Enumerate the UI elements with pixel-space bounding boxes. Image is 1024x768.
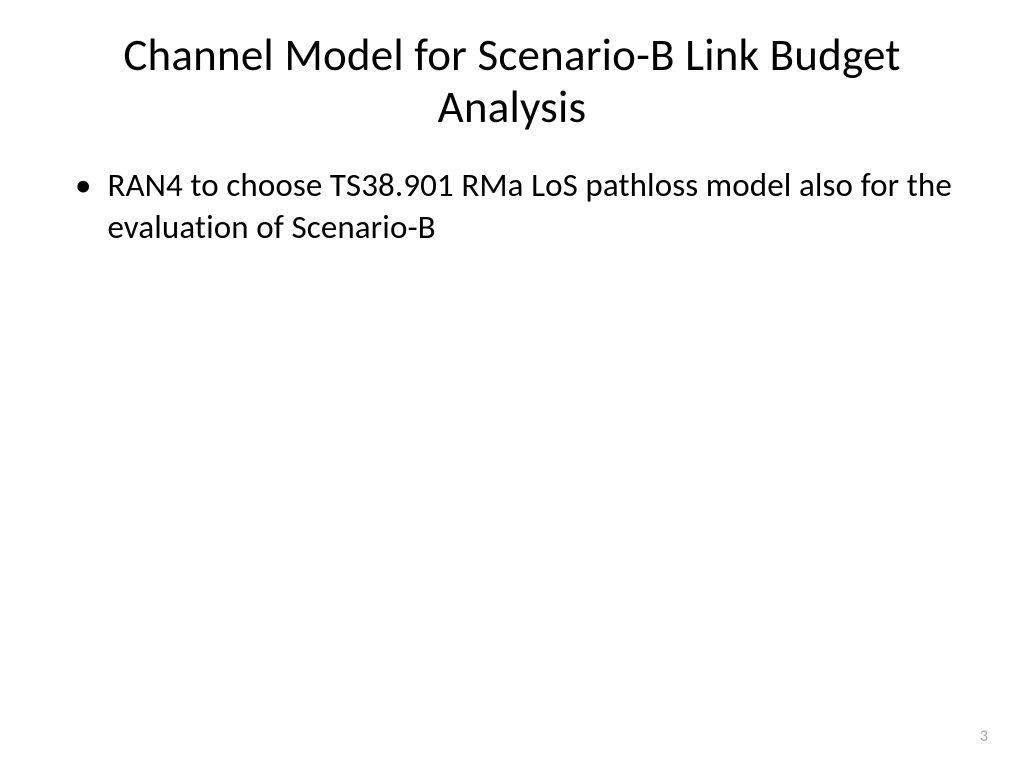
- slide-title: Channel Model for Scenario-B Link Budget…: [70, 30, 954, 134]
- bullet-text: RAN4 to choose TS38.901 RMa LoS pathloss…: [107, 164, 954, 250]
- slide-container: Channel Model for Scenario-B Link Budget…: [0, 0, 1024, 768]
- bullet-marker: •: [75, 164, 91, 207]
- slide-content: • RAN4 to choose TS38.901 RMa LoS pathlo…: [70, 164, 954, 250]
- page-number: 3: [980, 727, 988, 746]
- bullet-item: • RAN4 to choose TS38.901 RMa LoS pathlo…: [75, 164, 954, 250]
